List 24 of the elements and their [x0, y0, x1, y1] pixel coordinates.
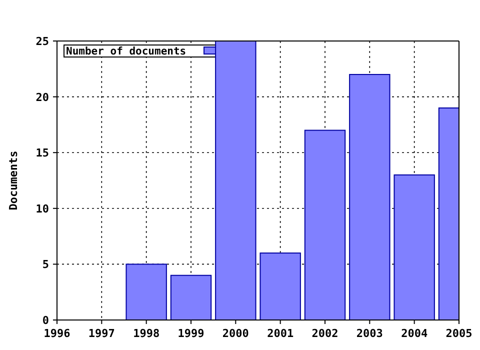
x-tick-label: 1996	[44, 327, 71, 340]
y-tick-label: 15	[36, 146, 49, 160]
x-tick-label: 2003	[356, 327, 383, 340]
bar	[170, 274, 212, 320]
y-axis-title: Documents	[7, 150, 20, 210]
bar	[349, 74, 390, 320]
x-tick-label: 1998	[133, 327, 160, 340]
y-tick-label: 20	[36, 90, 49, 104]
bar	[260, 252, 301, 320]
bar	[126, 264, 167, 320]
y-tick-label: 0	[42, 314, 49, 327]
x-tick-label: 1997	[88, 327, 115, 340]
y-tick-label: 10	[36, 202, 49, 216]
x-tick-label: 2005	[446, 327, 472, 340]
y-tick-label: 5	[42, 258, 49, 272]
legend-label: Number of documents	[66, 46, 186, 58]
bar	[394, 174, 435, 320]
bar	[304, 130, 346, 320]
x-tick-label: 2001	[267, 327, 294, 340]
x-tick-label: 2000	[222, 327, 249, 340]
x-tick-label: 2002	[312, 327, 338, 340]
x-tick-label: 1999	[178, 327, 204, 340]
x-tick-label: 2004	[401, 327, 428, 340]
y-tick-label: 25	[36, 35, 49, 48]
